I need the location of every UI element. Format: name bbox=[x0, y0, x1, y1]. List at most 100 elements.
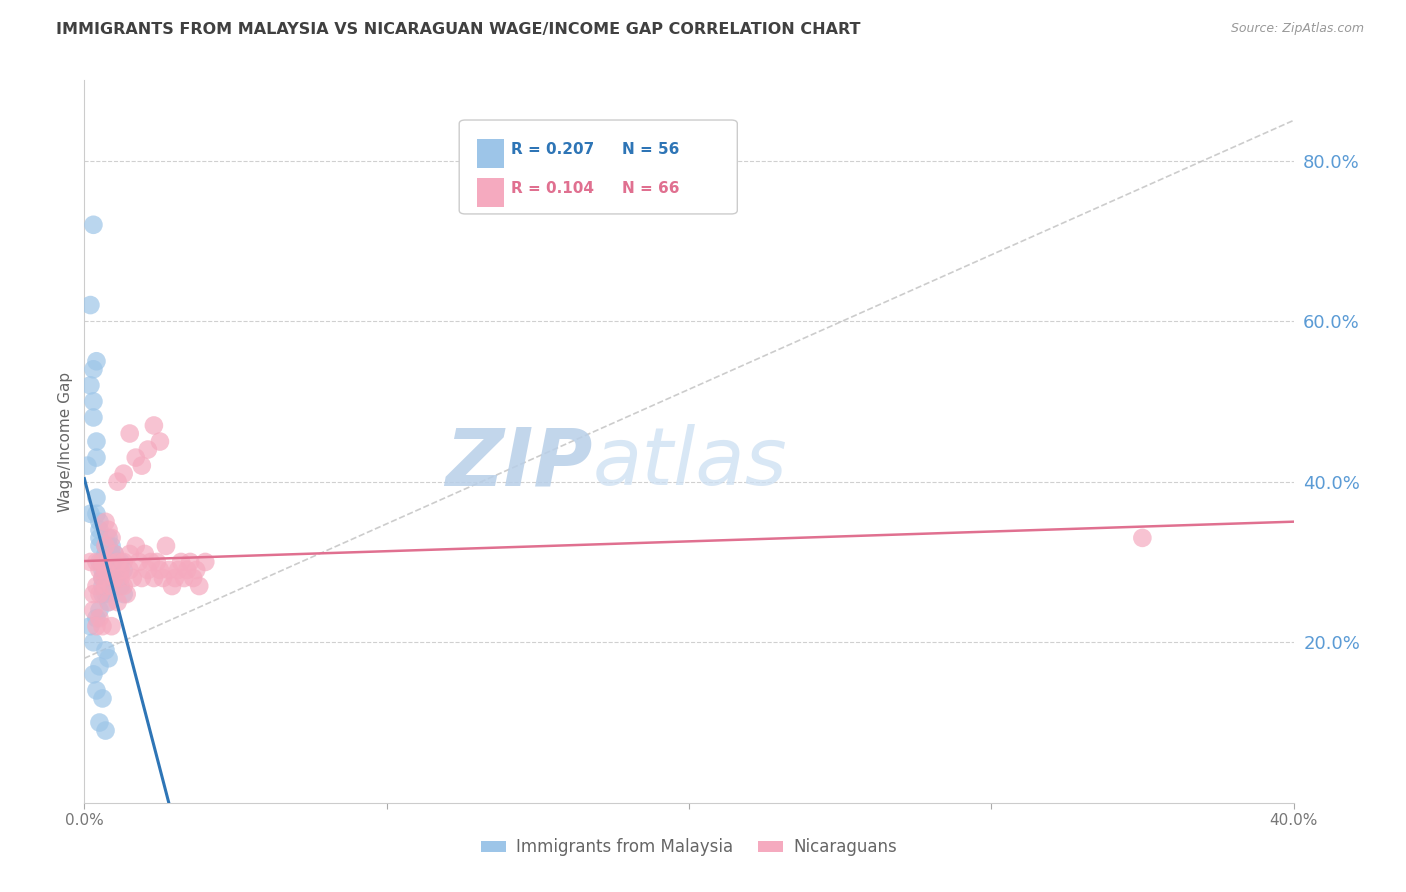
Point bbox=[91, 579, 114, 593]
Point bbox=[112, 467, 135, 481]
Text: N = 66: N = 66 bbox=[623, 181, 681, 196]
Point bbox=[107, 579, 129, 593]
Point bbox=[94, 643, 117, 657]
Point bbox=[104, 547, 127, 561]
Point bbox=[86, 555, 108, 569]
Point bbox=[89, 611, 111, 625]
Point bbox=[149, 434, 172, 449]
Point bbox=[110, 579, 132, 593]
Text: ZIP: ZIP bbox=[444, 425, 592, 502]
Point bbox=[91, 587, 114, 601]
Text: R = 0.207: R = 0.207 bbox=[512, 142, 595, 157]
Point bbox=[97, 651, 120, 665]
Point bbox=[89, 555, 111, 569]
Point bbox=[82, 218, 104, 232]
Point bbox=[107, 555, 129, 569]
Point bbox=[97, 523, 120, 537]
Point bbox=[89, 715, 111, 730]
Point bbox=[131, 571, 153, 585]
Point bbox=[186, 563, 208, 577]
Point bbox=[94, 723, 117, 738]
Point bbox=[94, 571, 117, 585]
Point bbox=[157, 563, 180, 577]
Point bbox=[91, 691, 114, 706]
Point bbox=[94, 547, 117, 561]
Point bbox=[100, 619, 122, 633]
Text: atlas: atlas bbox=[592, 425, 787, 502]
Point bbox=[128, 555, 150, 569]
Point bbox=[100, 547, 122, 561]
Point bbox=[121, 571, 143, 585]
Point bbox=[100, 539, 122, 553]
Point bbox=[149, 563, 172, 577]
Point bbox=[89, 523, 111, 537]
Point bbox=[86, 683, 108, 698]
Point bbox=[82, 667, 104, 681]
Point bbox=[181, 571, 204, 585]
Point bbox=[100, 579, 122, 593]
Point bbox=[104, 571, 127, 585]
Point bbox=[165, 571, 187, 585]
Point bbox=[89, 659, 111, 673]
Legend: Immigrants from Malaysia, Nicaraguans: Immigrants from Malaysia, Nicaraguans bbox=[474, 831, 904, 863]
Bar bbox=[478, 178, 503, 207]
Point bbox=[82, 603, 104, 617]
Point bbox=[97, 595, 120, 609]
Point bbox=[76, 458, 98, 473]
Y-axis label: Wage/Income Gap: Wage/Income Gap bbox=[58, 371, 73, 512]
Point bbox=[94, 539, 117, 553]
Point bbox=[118, 426, 141, 441]
Point bbox=[100, 531, 122, 545]
Point bbox=[94, 539, 117, 553]
Point bbox=[91, 571, 114, 585]
Point bbox=[94, 587, 117, 601]
Text: Source: ZipAtlas.com: Source: ZipAtlas.com bbox=[1230, 22, 1364, 36]
Point bbox=[125, 539, 148, 553]
Point bbox=[134, 547, 156, 561]
Point bbox=[91, 619, 114, 633]
Point bbox=[112, 555, 135, 569]
Point bbox=[86, 434, 108, 449]
Point bbox=[152, 571, 174, 585]
Point bbox=[112, 579, 135, 593]
Point bbox=[82, 394, 104, 409]
Point bbox=[97, 555, 120, 569]
Point bbox=[89, 539, 111, 553]
Point bbox=[86, 507, 108, 521]
Point bbox=[91, 563, 114, 577]
Point bbox=[79, 507, 101, 521]
Point bbox=[86, 491, 108, 505]
Point bbox=[89, 603, 111, 617]
Point bbox=[94, 563, 117, 577]
Point bbox=[91, 555, 114, 569]
Point bbox=[146, 555, 169, 569]
Point bbox=[170, 555, 193, 569]
Point bbox=[97, 539, 120, 553]
Point bbox=[82, 635, 104, 649]
Point bbox=[86, 619, 108, 633]
Text: R = 0.104: R = 0.104 bbox=[512, 181, 595, 196]
Point bbox=[160, 579, 183, 593]
Point bbox=[97, 595, 120, 609]
Point bbox=[97, 531, 120, 545]
Point bbox=[94, 579, 117, 593]
Point bbox=[82, 587, 104, 601]
Point bbox=[79, 619, 101, 633]
Point bbox=[82, 410, 104, 425]
Point bbox=[97, 547, 120, 561]
Point bbox=[89, 515, 111, 529]
Point bbox=[86, 579, 108, 593]
FancyBboxPatch shape bbox=[460, 120, 737, 214]
Point bbox=[104, 547, 127, 561]
Point bbox=[86, 450, 108, 465]
Point bbox=[139, 555, 162, 569]
Point bbox=[104, 563, 127, 577]
Point bbox=[155, 539, 177, 553]
Point bbox=[82, 362, 104, 376]
Point bbox=[136, 442, 159, 457]
Point bbox=[142, 418, 165, 433]
Text: N = 56: N = 56 bbox=[623, 142, 681, 157]
Point bbox=[118, 547, 141, 561]
Point bbox=[86, 354, 108, 368]
Point bbox=[79, 555, 101, 569]
